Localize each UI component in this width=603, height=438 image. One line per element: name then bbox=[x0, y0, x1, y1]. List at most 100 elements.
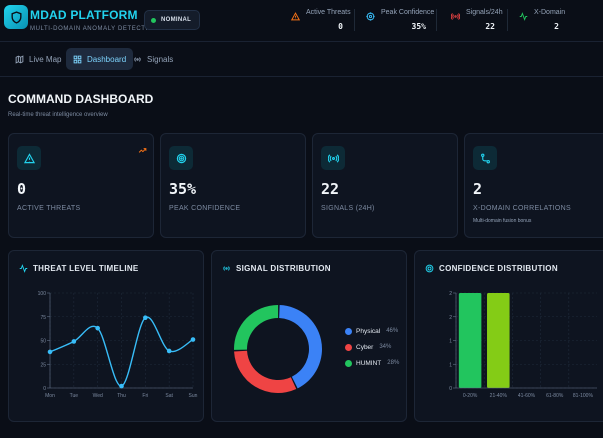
donut-slice-cyber bbox=[234, 350, 297, 393]
bar bbox=[487, 293, 510, 388]
stat-icon-box bbox=[17, 146, 41, 170]
donut-legend: Physical 46% Cyber 34% HUMINT 28% bbox=[345, 323, 399, 371]
app-subtitle: MULTI-DOMAIN ANOMALY DETECTION bbox=[30, 26, 159, 32]
radio-signal-icon bbox=[223, 266, 230, 271]
status-badge: NOMINAL bbox=[144, 10, 201, 30]
stat-card-signals: 22 SIGNALS (24H) bbox=[312, 133, 458, 238]
shield-icon bbox=[10, 10, 22, 24]
divider bbox=[507, 9, 508, 31]
data-point bbox=[95, 325, 100, 331]
x-tick-label: Mon bbox=[45, 393, 55, 399]
route-icon bbox=[480, 153, 490, 163]
legend-swatch bbox=[345, 343, 352, 351]
data-point bbox=[71, 339, 77, 344]
stat-value: 2 bbox=[473, 180, 483, 198]
donut-slice-physical bbox=[279, 305, 322, 389]
map-icon bbox=[15, 54, 24, 64]
stat-label: PEAK CONFIDENCE bbox=[169, 205, 241, 212]
panel-title-label: SIGNAL DISTRIBUTION bbox=[236, 264, 331, 273]
stat-icon-box bbox=[169, 146, 193, 170]
metric-label: Peak Confidence bbox=[381, 9, 435, 16]
x-tick-label: Thu bbox=[117, 393, 126, 399]
tab-dashboard[interactable]: Dashboard bbox=[66, 48, 134, 70]
stat-label: X-DOMAIN CORRELATIONS bbox=[473, 205, 571, 212]
dashboard-icon bbox=[73, 55, 82, 63]
metric-value: 0 bbox=[338, 22, 343, 31]
radio-signal-icon bbox=[451, 13, 460, 20]
data-point bbox=[190, 337, 196, 342]
legend-pct: 34% bbox=[379, 344, 392, 350]
tab-live-map[interactable]: Live Map bbox=[8, 48, 68, 70]
tab-label: Live Map bbox=[29, 54, 62, 64]
y-tick-label: 1 bbox=[449, 339, 452, 345]
app-title: MDAD PLATFORM bbox=[30, 8, 138, 22]
data-point bbox=[119, 383, 124, 389]
bar bbox=[458, 293, 482, 388]
donut-slice-humint bbox=[234, 305, 279, 350]
data-point bbox=[47, 349, 53, 355]
status-dot bbox=[151, 17, 156, 23]
trending-up-icon bbox=[138, 148, 147, 153]
legend-item: HUMINT 28% bbox=[345, 355, 399, 371]
x-tick-label: 81-100% bbox=[573, 393, 594, 399]
legend-item: Cyber 34% bbox=[345, 339, 399, 355]
divider bbox=[354, 9, 355, 31]
stat-card-x-domain: 2 X-DOMAIN CORRELATIONS Multi-domain fus… bbox=[464, 133, 603, 238]
page-subtitle: Real-time threat intelligence overview bbox=[8, 112, 108, 118]
legend-pct: 46% bbox=[386, 328, 399, 334]
metric-value: 22 bbox=[485, 22, 495, 31]
stat-label: ACTIVE THREATS bbox=[17, 205, 81, 212]
metric-label: X-Domain bbox=[534, 9, 566, 16]
data-point bbox=[166, 348, 172, 354]
stat-value: 35% bbox=[169, 180, 197, 198]
panel-title: THREAT LEVEL TIMELINE bbox=[19, 264, 139, 273]
status-label: NOMINAL bbox=[161, 17, 192, 23]
x-tick-label: 21-40% bbox=[490, 393, 508, 399]
x-tick-label: 0-20% bbox=[463, 393, 478, 399]
y-tick-label: 2 bbox=[449, 315, 452, 321]
y-tick-label: 2 bbox=[449, 291, 452, 297]
panel-title: SIGNAL DISTRIBUTION bbox=[222, 264, 331, 273]
page-title: COMMAND DASHBOARD bbox=[8, 92, 154, 106]
x-tick-label: Fri bbox=[142, 393, 148, 399]
metric-signals: Signals/24h 22 bbox=[451, 6, 503, 36]
series-line bbox=[49, 316, 194, 387]
stat-sub: Multi-domain fusion bonus bbox=[473, 218, 532, 224]
radio-signal-icon bbox=[134, 56, 141, 62]
panel-title-label: CONFIDENCE DISTRIBUTION bbox=[439, 264, 558, 273]
legend-item: Physical 46% bbox=[345, 323, 399, 339]
x-tick-label: Tue bbox=[70, 393, 79, 399]
y-tick-label: 1 bbox=[449, 362, 452, 368]
y-tick-label: 0 bbox=[449, 386, 452, 392]
top-header: MDAD PLATFORM MULTI-DOMAIN ANOMALY DETEC… bbox=[0, 0, 603, 42]
stat-icon-box bbox=[321, 146, 345, 170]
stat-icon-box bbox=[473, 146, 497, 170]
stat-card-active-threats: 0 ACTIVE THREATS bbox=[8, 133, 154, 238]
tab-label: Signals bbox=[147, 54, 174, 64]
signal-distribution-chart bbox=[234, 305, 322, 393]
tab-signals[interactable]: Signals bbox=[126, 48, 180, 70]
panel-confidence-distribution: CONFIDENCE DISTRIBUTION 0 1 1 2 2 0-20% 21-40%… bbox=[414, 250, 603, 422]
legend-label: Physical bbox=[356, 327, 381, 335]
panel-title-label: THREAT LEVEL TIMELINE bbox=[33, 264, 139, 273]
tab-label: Dashboard bbox=[87, 54, 127, 64]
stat-value: 22 bbox=[321, 180, 340, 198]
x-tick-label: Wed bbox=[93, 393, 103, 399]
warning-triangle-icon bbox=[23, 152, 35, 163]
stat-value: 0 bbox=[17, 180, 27, 198]
legend-pct: 28% bbox=[387, 360, 400, 366]
threat-timeline-chart: 0 25 50 75 100 Mon Tue Wed Thu Fri Sat Sun bbox=[38, 291, 198, 399]
panel-title: CONFIDENCE DISTRIBUTION bbox=[425, 264, 558, 273]
y-tick-label: 25 bbox=[40, 362, 46, 368]
data-point bbox=[143, 315, 148, 320]
metric-label: Signals/24h bbox=[466, 9, 503, 16]
y-tick-label: 50 bbox=[40, 339, 46, 345]
activity-icon bbox=[19, 264, 28, 273]
target-icon bbox=[366, 12, 375, 21]
logo bbox=[4, 5, 28, 29]
x-tick-label: Sat bbox=[165, 393, 173, 399]
warning-triangle-icon bbox=[291, 12, 300, 21]
y-tick-label: 100 bbox=[38, 291, 47, 297]
target-icon bbox=[176, 153, 186, 163]
legend-swatch bbox=[345, 327, 352, 335]
